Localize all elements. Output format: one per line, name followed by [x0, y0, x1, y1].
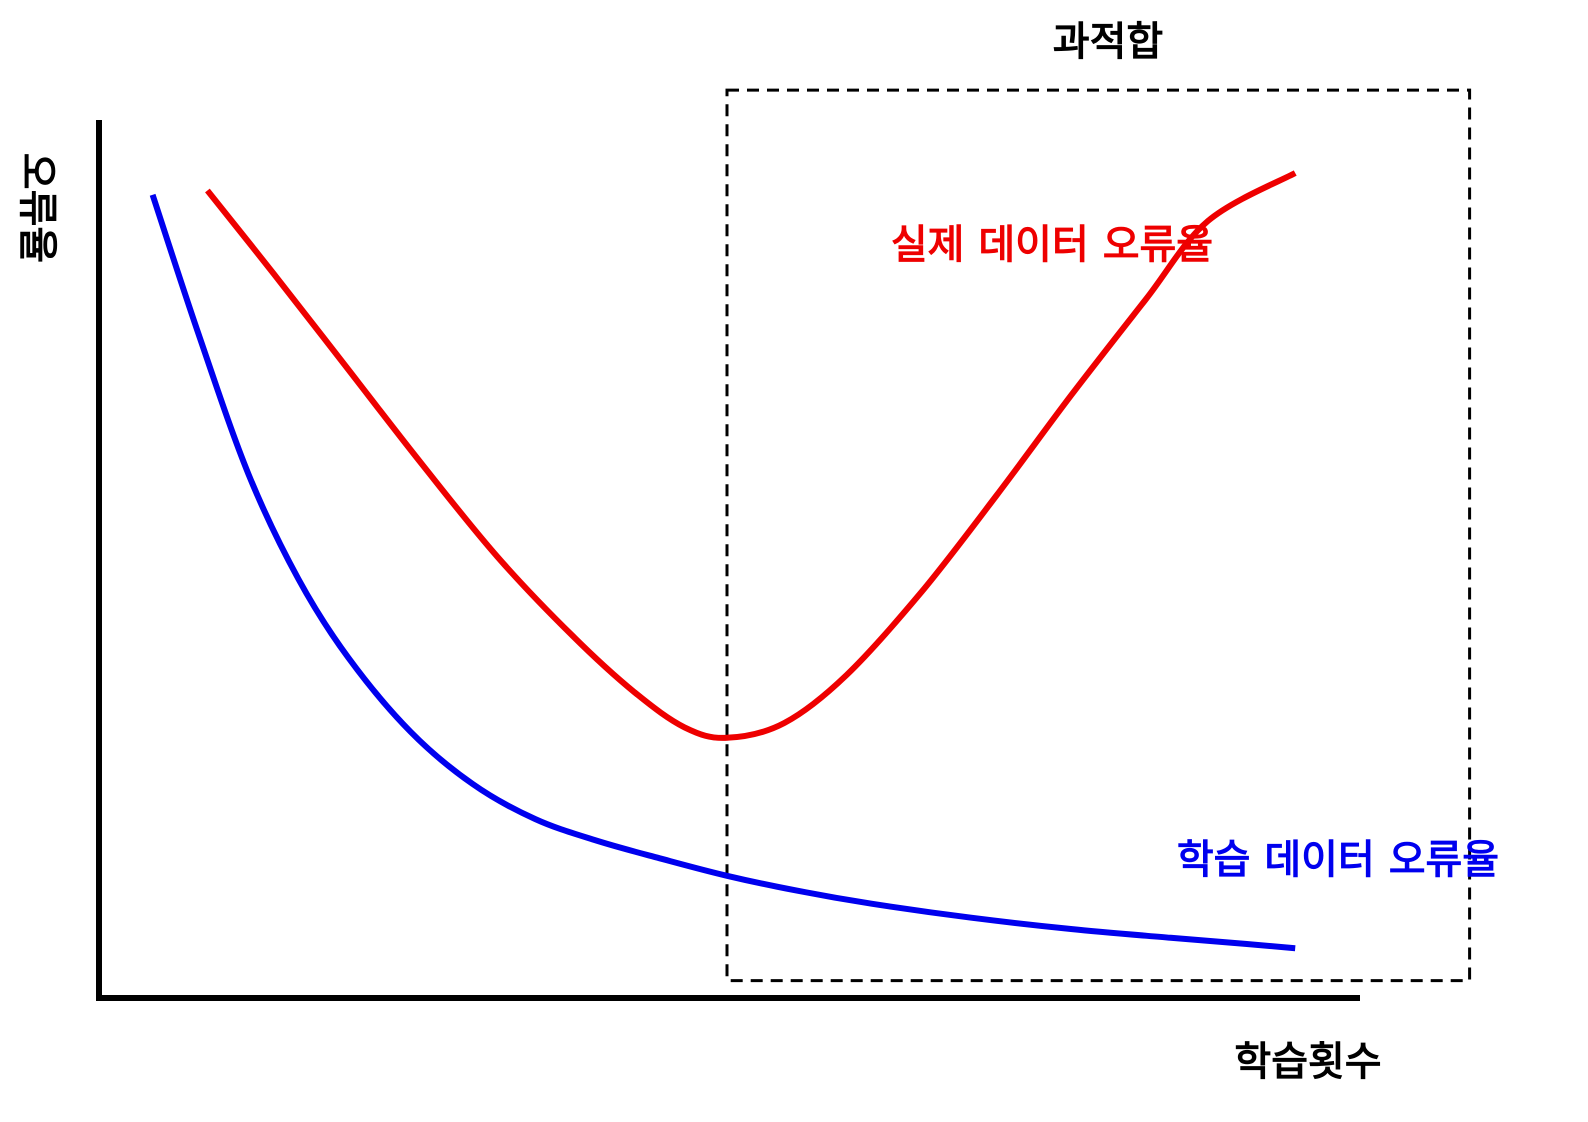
- overfitting-region-label: 과적합: [1053, 19, 1164, 65]
- x-axis-label: 학습횟수: [1234, 1039, 1381, 1085]
- actual-data-error-curve: [205, 170, 1297, 741]
- y-axis-label: 오류율: [14, 153, 60, 263]
- actual-data-error-label: 실제 데이터 오류율: [891, 222, 1213, 268]
- training-data-error-label: 학습 데이터 오류율: [1177, 837, 1499, 883]
- overfitting-region-box: [725, 88, 1472, 983]
- training-data-error-curve: [149, 193, 1296, 952]
